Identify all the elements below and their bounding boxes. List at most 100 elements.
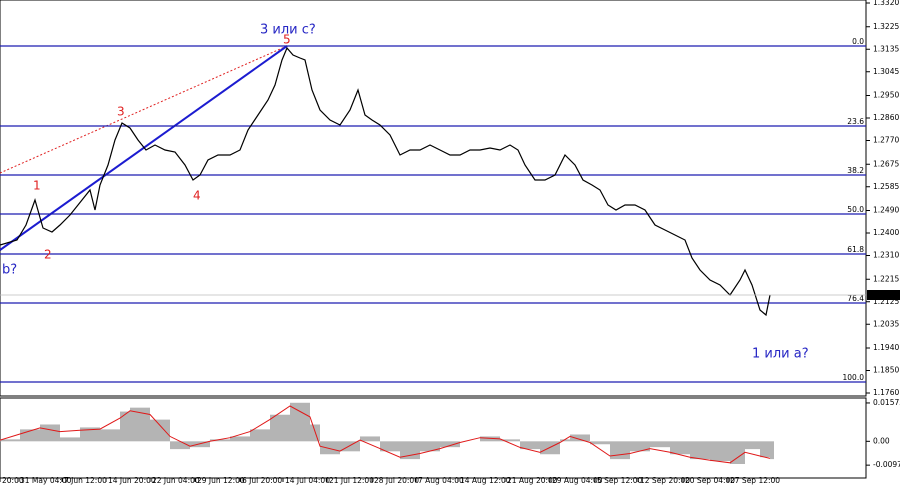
x-tick-label: 28 Jul 20:00 [374, 476, 419, 485]
histogram-bar [320, 441, 340, 455]
histogram-bar [590, 441, 610, 445]
x-tick-label: 20:00 [2, 476, 24, 485]
x-tick-label: 14 Aug 12:00 [460, 476, 511, 485]
histogram-bar [230, 436, 250, 442]
y-tick-label: 1.2035 [873, 319, 899, 328]
annotation: 1 или а? [752, 347, 809, 362]
fib-level-label: 0.0 [852, 37, 864, 46]
signal-line [0, 405, 771, 464]
fib-level-label: 23.6 [847, 117, 864, 126]
y-tick-label: 1.2770 [873, 136, 899, 145]
x-tick-label: 22 Jun 04:00 [152, 476, 200, 485]
annotation: 3 или с? [260, 23, 316, 38]
fib-level-label: 38.2 [847, 166, 864, 175]
y-tick-label: 0.00 [873, 436, 890, 445]
fib-level-label: 61.8 [847, 245, 864, 254]
histogram-bar [150, 419, 170, 442]
histogram-bar [770, 441, 774, 460]
x-tick-label: 21 Jul 12:00 [329, 476, 374, 485]
histogram-bar [60, 437, 80, 442]
histogram-bar [730, 441, 745, 464]
histogram-bar [80, 427, 100, 442]
x-tick-label: 12 Sep 20:00 [640, 476, 690, 485]
last-price-box [867, 290, 900, 300]
histogram-bar [570, 434, 590, 442]
price-panel [0, 0, 867, 397]
histogram-bar [360, 436, 380, 442]
trend-line-dotted [0, 45, 288, 174]
x-tick-label: 21 Aug 20:00 [507, 476, 558, 485]
histogram-bar [0, 439, 20, 442]
y-tick-label: 1.2585 [873, 182, 899, 191]
y-tick-label: 1.1850 [873, 366, 899, 375]
x-tick-label: 27 Sep 12:00 [730, 476, 780, 485]
histogram-bar [500, 439, 520, 442]
y-tick-label: 1.2675 [873, 159, 899, 168]
histogram-bar [670, 441, 690, 455]
histogram-bar [270, 414, 290, 442]
last-price-label: 1.2152 [872, 290, 898, 299]
y-tick-label: 1.2400 [873, 228, 899, 237]
x-tick-label: 14 Jun 20:00 [108, 476, 156, 485]
histogram-bar [710, 441, 730, 462]
histogram-bar [630, 441, 650, 452]
annotation: 5 [283, 33, 291, 47]
y-tick-label: 1.3225 [873, 22, 899, 31]
x-tick-label: 7 Aug 04:00 [418, 476, 464, 485]
y-tick-label: 1.2125 [873, 297, 899, 306]
histogram-bar [340, 441, 360, 452]
histogram-bar [610, 441, 630, 460]
y-tick-label: 1.3135 [873, 44, 899, 53]
y-tick-label: 0.01573 [873, 398, 900, 407]
x-tick-label: 14 Jul 04:00 [285, 476, 330, 485]
x-tick-label: 31 May 04:00 [20, 476, 72, 485]
y-tick-label: -0.00977 [873, 460, 900, 469]
histogram-bar [650, 441, 670, 448]
histogram-bar [250, 429, 270, 442]
y-tick-label: 1.1760 [873, 388, 899, 397]
y-tick-label: 1.3320 [873, 0, 899, 7]
histogram-bar [745, 441, 760, 450]
fib-level-label: 76.4 [847, 294, 864, 303]
histogram-bar [480, 436, 500, 442]
y-tick-label: 1.2310 [873, 251, 899, 260]
y-tick-label: 1.2950 [873, 91, 899, 100]
histogram-bar [290, 402, 310, 442]
annotation: b? [2, 263, 17, 278]
histogram-bar [20, 429, 40, 442]
histogram-bar [760, 441, 770, 458]
y-tick-label: 1.1940 [873, 343, 899, 352]
fib-level-label: 50.0 [847, 205, 864, 214]
histogram-bar [170, 441, 190, 450]
x-tick-label: 29 Jun 12:00 [197, 476, 245, 485]
fib-level-label: 100.0 [843, 373, 865, 382]
annotation: 4 [193, 189, 201, 203]
histogram-bar [210, 439, 230, 442]
x-tick-label: 20 Sep 04:00 [685, 476, 735, 485]
histogram-bar [100, 429, 120, 442]
trend-line [0, 45, 288, 251]
y-tick-label: 1.2860 [873, 113, 899, 122]
x-tick-label: 5 Sep 12:00 [597, 476, 643, 485]
annotation: 3 [117, 105, 125, 119]
x-tick-label: 6 Jul 20:00 [242, 476, 282, 485]
histogram-bar [40, 424, 60, 442]
y-tick-label: 1.3045 [873, 67, 899, 76]
y-tick-label: 1.2215 [873, 274, 899, 283]
histogram-bar [420, 441, 440, 452]
price-line [0, 46, 771, 317]
histogram-bar [690, 441, 710, 460]
y-tick-label: 1.2490 [873, 206, 899, 215]
histogram-bar [520, 441, 540, 450]
histogram-bar [120, 411, 130, 442]
histogram-bar [130, 407, 150, 442]
histogram-bar [380, 441, 400, 452]
x-tick-label: 7 Jun 12:00 [64, 476, 107, 485]
annotation: 1 [33, 179, 41, 193]
annotation: 2 [44, 248, 52, 262]
histogram-bar [560, 439, 570, 442]
histogram-bar [440, 441, 460, 448]
x-tick-label: 29 Aug 04:00 [552, 476, 603, 485]
